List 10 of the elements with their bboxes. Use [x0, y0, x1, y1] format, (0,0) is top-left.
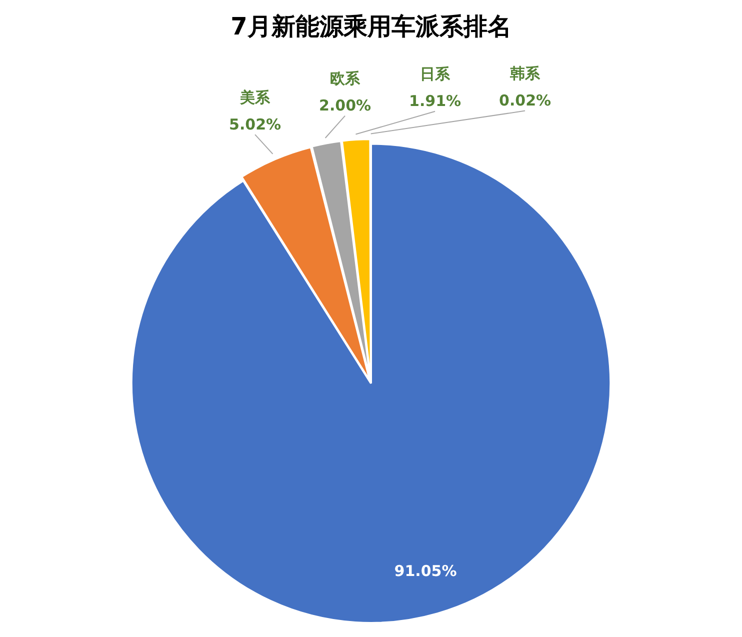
data-label: 1.91% — [408, 92, 462, 110]
slice-label: 日系 — [420, 65, 452, 84]
slice-label: 欧系 — [330, 70, 362, 88]
slice-label: 美系 — [239, 88, 272, 106]
slice-label: 韩系 — [509, 64, 542, 83]
chart-title: 7月新能源乘用车派系排名 — [230, 12, 512, 41]
data-label: 5.02% — [228, 115, 282, 134]
data-label: 91.05% — [394, 562, 457, 580]
data-label: 0.02% — [498, 92, 552, 110]
data-label: 2.00% — [318, 96, 372, 115]
